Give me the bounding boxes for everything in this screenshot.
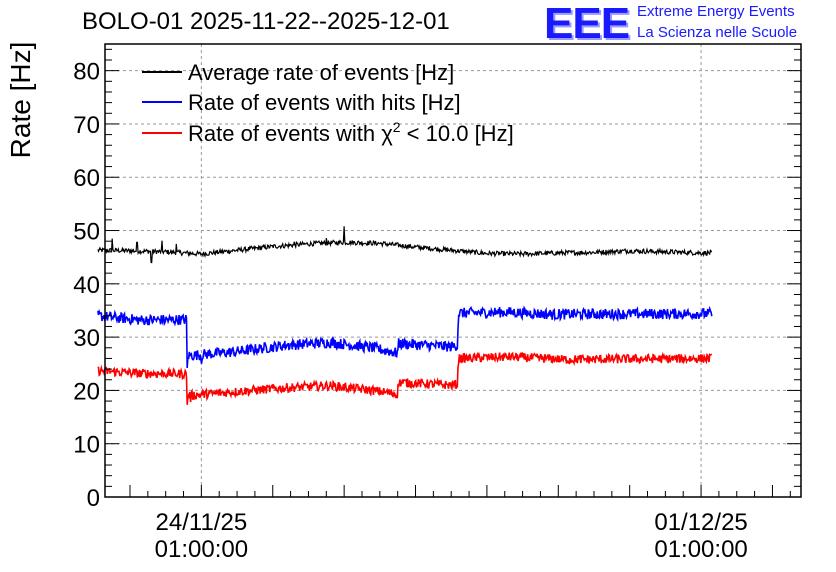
y-ticks [105,48,801,498]
series-2 [97,305,713,369]
x-tick-label: 01:00:00 [155,536,248,563]
x-tick-label: 01:00:00 [654,536,747,563]
y-tick-label: 0 [87,485,100,512]
y-tick-label: 60 [73,165,100,192]
plot-frame [104,43,802,498]
legend-label: Rate of events with hits [Hz] [188,90,461,115]
x-ticks [129,485,791,497]
x-tick-label: 24/11/25 [156,509,248,536]
logo-line-1: Extreme Energy Events [637,3,795,20]
legend-label: Rate of events with χ2 < 10.0 [Hz] [188,119,514,146]
chart-title: BOLO-01 2025-11-22--2025-12-01 [82,8,450,35]
y-tick-label: 20 [73,378,100,405]
grid-lines [105,44,801,497]
series-1 [97,226,713,264]
y-tick-label: 70 [73,112,100,139]
series-line [97,305,713,369]
y-tick-label: 50 [73,219,100,246]
series-line [97,351,713,405]
legend: Average rate of events [Hz] Rate of event… [142,60,514,146]
y-tick-label: 30 [73,325,100,352]
series-line [97,226,713,264]
logo-line-2: La Scienza nelle Scuole [637,24,798,41]
legend-label: Average rate of events [Hz] [188,60,454,85]
y-tick-label: 10 [73,432,100,459]
y-axis-label: Rate [Hz] [5,42,36,159]
eee-logo: EEE [544,0,630,48]
series-3 [97,351,713,405]
y-tick-label: 40 [73,272,100,299]
y-tick-label: 80 [73,59,100,86]
x-tick-label: 01/12/25 [654,509,747,536]
